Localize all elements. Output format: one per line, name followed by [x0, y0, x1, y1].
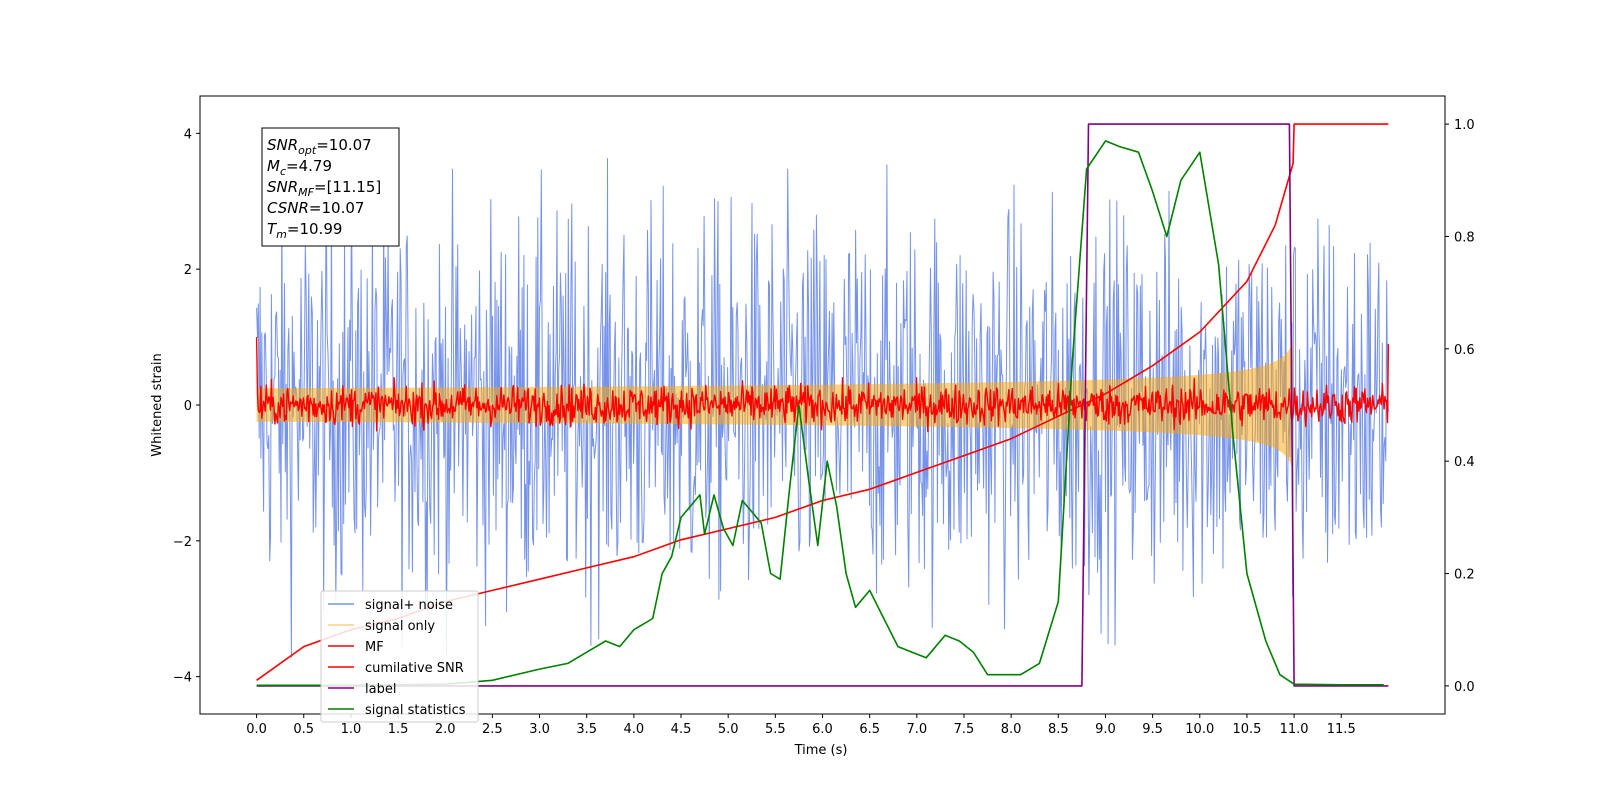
legend-frame — [320, 590, 479, 723]
y-tick-label: −4 — [173, 671, 192, 686]
y2-tick-label: 0.0 — [1454, 680, 1475, 695]
x-tick-label: 5.0 — [718, 722, 739, 737]
x-tick-label: 7.5 — [954, 722, 975, 737]
x-tick-label: 9.0 — [1095, 722, 1116, 737]
x-tick-label: 6.5 — [859, 722, 880, 737]
x-tick-label: 11.5 — [1327, 722, 1356, 737]
info-tm: Tm=10.99 — [267, 220, 342, 241]
x-tick-label: 2.0 — [435, 722, 456, 737]
x-tick-label: 3.0 — [529, 722, 550, 737]
y2-tick-label: 0.2 — [1454, 568, 1475, 583]
x-tick-label: 5.5 — [765, 722, 786, 737]
x-tick-label: 10.0 — [1185, 722, 1214, 737]
x-tick-label: 1.0 — [341, 722, 362, 737]
x-tick-label: 9.5 — [1142, 722, 1163, 737]
x-tick-label: 4.0 — [624, 722, 645, 737]
x-tick-label: 1.5 — [388, 722, 409, 737]
info-box-frame — [261, 127, 400, 247]
info-box: SNRopt=10.07 Mc=4.79 SNRMF=[11.15] CSNR=… — [261, 127, 400, 247]
series-signal-statistics-line — [256, 140, 1384, 687]
y-tick-label: 2 — [184, 263, 192, 278]
series-mf-line — [255, 337, 1390, 433]
x-axis-label: Time (s) — [794, 743, 848, 758]
legend-label-cumilative-snr: cumilative SNR — [365, 661, 464, 676]
x-tick-label: 6.0 — [812, 722, 833, 737]
info-csnr: CSNR=10.07 — [267, 199, 364, 217]
legend-label-signal-statistics: signal statistics — [365, 703, 466, 718]
info-snr-mf: SNRMF=[11.15] — [267, 178, 381, 199]
x-tick-label: 0.5 — [293, 722, 314, 737]
info-mc: Mc=4.79 — [267, 157, 332, 178]
legend-label-mf: MF — [365, 640, 384, 655]
legend-label-signal-only: signal only — [365, 619, 435, 634]
y-tick-label: 4 — [184, 127, 192, 142]
series-label-line — [256, 123, 1389, 687]
y-tick-label: −2 — [173, 535, 192, 550]
x-tick-label: 11.0 — [1280, 722, 1309, 737]
y-tick-label: 0 — [184, 399, 192, 414]
legend-label-signal-noise: signal+ noise — [365, 598, 453, 613]
x-tick-label: 4.5 — [671, 722, 692, 737]
y2-tick-label: 0.6 — [1454, 343, 1475, 358]
x-tick-label: 7.0 — [906, 722, 927, 737]
y2-tick-label: 0.4 — [1454, 455, 1475, 470]
x-tick-label: 8.0 — [1001, 722, 1022, 737]
y2-tick-label: 0.8 — [1454, 230, 1475, 245]
legend-label-label: label — [365, 682, 396, 697]
x-tick-label: 8.5 — [1048, 722, 1069, 737]
x-tick-label: 2.5 — [482, 722, 503, 737]
info-snr-opt: SNRopt=10.07 — [267, 136, 372, 157]
axis-layer: 0.0 0.5 1.0 1.5 2.0 2.5 3.0 3.5 4.0 4.5 5.0 5.5 6.0 6… — [173, 118, 1475, 737]
x-tick-label: 3.5 — [576, 722, 597, 737]
y2-tick-label: 1.0 — [1454, 118, 1475, 133]
x-tick-label: 0.0 — [246, 722, 267, 737]
y-axis-label: Whitened strain — [150, 353, 165, 456]
legend: signal+ noise signal only MF cumilative SNR… — [320, 590, 479, 723]
x-tick-label: 10.5 — [1232, 722, 1261, 737]
